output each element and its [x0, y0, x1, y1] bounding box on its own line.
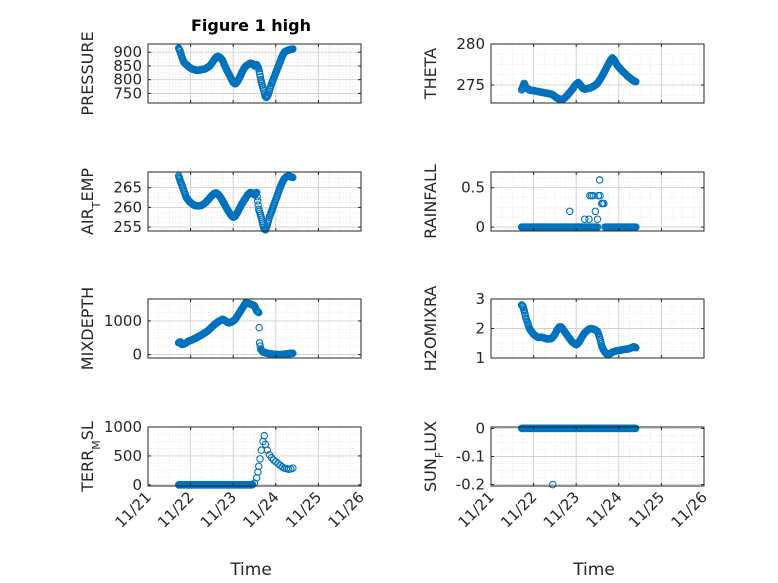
- y-tick-label: -0.2: [456, 476, 485, 494]
- subplot-theta: 275 280 THETA: [421, 35, 705, 104]
- data-point: [593, 215, 602, 223]
- axes-box: [147, 426, 362, 487]
- y-tick-label: 255: [113, 218, 142, 236]
- subplot-terr_msl: 0 500 1000 11/21 11/22 11/23 11/24 11/25 11/26 TE…: [78, 418, 368, 531]
- data-point: [255, 67, 264, 76]
- y-tick-label: 850: [113, 57, 142, 75]
- data-point: [632, 223, 640, 231]
- data-point: [632, 77, 640, 86]
- y-axis-label: PRESSURE: [78, 31, 97, 115]
- x-tick-label: 11/25: [625, 488, 668, 531]
- data-point: [593, 223, 602, 231]
- y-axis-label: THETA: [421, 48, 440, 100]
- data-point: [256, 70, 264, 78]
- axes-box: [490, 43, 705, 104]
- subplot-mixdepth: 0 1000 MIXDEPTH: [78, 287, 362, 370]
- y-axis-label: H2OMIXRA: [421, 286, 440, 372]
- y-tick-label: 2: [475, 320, 485, 338]
- data-point: [289, 349, 297, 358]
- data-point: [595, 176, 604, 184]
- y-tick-label: 0: [475, 419, 485, 437]
- x-tick-label: 11/22: [497, 488, 540, 531]
- data-point: [263, 446, 272, 454]
- data-point: [253, 197, 262, 205]
- x-tick-label: 11/21: [112, 488, 155, 531]
- axes-box: [490, 171, 705, 232]
- data-point: [253, 192, 261, 201]
- data-point: [596, 191, 604, 200]
- x-tick-label: 11/26: [325, 488, 368, 531]
- data-point: [260, 431, 269, 440]
- y-tick-label: 750: [113, 84, 142, 102]
- x-tick-label: 11/23: [197, 488, 240, 531]
- y-axis-label: MIXDEPTH: [78, 287, 97, 370]
- data-point: [255, 64, 263, 73]
- axes-box: [147, 298, 362, 359]
- y-axis-label: TERRMSL: [78, 421, 103, 493]
- x-tick-label: 11/24: [582, 488, 625, 531]
- y-tick-label: 3: [475, 290, 485, 308]
- data-point: [255, 308, 263, 317]
- data-point: [255, 323, 263, 332]
- y-tick-label: 1000: [104, 418, 142, 436]
- y-tick-label: 0: [132, 346, 142, 364]
- data-point: [591, 207, 600, 216]
- y-axis-label: SUNFLUX: [421, 421, 446, 492]
- y-tick-label: 800: [113, 71, 142, 89]
- y-tick-label: 275: [456, 76, 485, 94]
- y-tick-label: 260: [113, 198, 142, 216]
- y-tick-label: 1: [475, 349, 485, 367]
- data-point: [580, 215, 589, 223]
- y-tick-label: -0.1: [456, 448, 485, 466]
- data-point: [255, 339, 264, 347]
- axes-box: [147, 171, 362, 232]
- data-point: [566, 207, 574, 216]
- x-tick-label: 11/26: [668, 488, 711, 531]
- data-point: [549, 480, 557, 489]
- y-tick-label: 0.5: [461, 179, 485, 197]
- data-point: [289, 45, 297, 53]
- x-axis-label-left: Time: [229, 560, 272, 580]
- x-tick-label: 11/24: [239, 488, 282, 531]
- x-axis-label-right: Time: [572, 560, 615, 580]
- y-tick-label: 500: [113, 447, 142, 465]
- y-tick-label: 0: [475, 218, 485, 236]
- data-point: [248, 480, 257, 489]
- y-axis-label: AIRTEMP: [78, 168, 103, 235]
- y-tick-label: 1000: [104, 312, 142, 330]
- data-point: [600, 199, 608, 208]
- data-point: [267, 453, 276, 462]
- data-point: [289, 173, 297, 182]
- x-tick-label: 11/21: [455, 488, 498, 531]
- y-tick-label: 900: [113, 43, 142, 61]
- data-point: [256, 455, 264, 463]
- y-tick-label: 280: [456, 35, 485, 53]
- y-axis-label: RAINFALL: [421, 164, 440, 239]
- y-tick-label: 0: [132, 476, 142, 494]
- data-point: [289, 464, 297, 472]
- data-point: [632, 343, 640, 352]
- x-tick-label: 11/23: [540, 488, 583, 531]
- x-tick-label: 11/25: [282, 488, 325, 531]
- data-point: [255, 462, 263, 471]
- data-point: [585, 215, 593, 223]
- subplot-sun_flux: -0.2 -0.1 0 11/21 11/22 11/23 11/24 11/25 11/26 S…: [421, 419, 711, 531]
- subplot-h2omixra: 1 2 3 H2OMIXRA: [421, 286, 705, 372]
- data-point: [631, 424, 640, 433]
- subplot-rainfall: 0 0.5 RAINFALL: [421, 164, 705, 239]
- figure-title: Figure 1 high: [191, 16, 311, 35]
- data-point: [252, 188, 261, 197]
- x-tick-label: 11/22: [154, 488, 197, 531]
- axes-box: [147, 43, 362, 104]
- y-tick-label: 265: [113, 179, 142, 197]
